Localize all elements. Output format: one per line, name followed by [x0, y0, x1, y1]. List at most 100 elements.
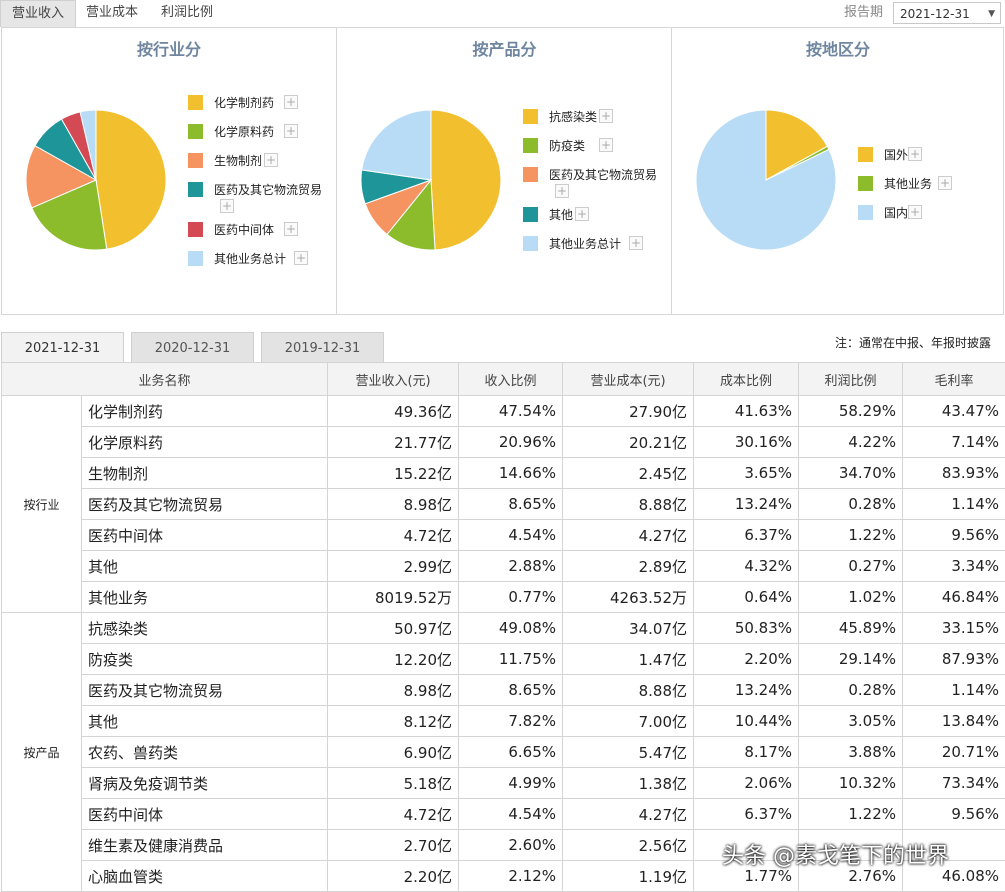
- expand-plus-icon[interactable]: +: [599, 138, 613, 152]
- header-revenue-ratio: 收入比例: [459, 363, 563, 396]
- value-cell: 10.44%: [694, 706, 799, 737]
- pie-slice-1[interactable]: [431, 110, 501, 250]
- legend-swatch: [188, 124, 203, 139]
- legend-label: 防疫类: [549, 137, 585, 154]
- business-name-cell: 农药、兽药类: [82, 737, 328, 768]
- legend-swatch: [188, 95, 203, 110]
- tab-cost[interactable]: 营业成本: [76, 0, 148, 26]
- value-cell: 14.66%: [459, 458, 563, 489]
- expand-plus-icon[interactable]: +: [264, 153, 278, 167]
- value-cell: 20.71%: [903, 737, 1005, 768]
- report-period-select[interactable]: 2021-12-31 ▼: [893, 2, 1001, 24]
- expand-plus-icon[interactable]: +: [284, 222, 298, 236]
- value-cell: 6.65%: [459, 737, 563, 768]
- legend-swatch: [523, 167, 538, 182]
- value-cell: 7.00亿: [563, 706, 694, 737]
- value-cell: 8019.52万: [328, 582, 459, 613]
- value-cell: 87.93%: [903, 644, 1005, 675]
- tab-revenue[interactable]: 营业收入: [0, 0, 76, 27]
- value-cell: 12.20亿: [328, 644, 459, 675]
- value-cell: 20.96%: [459, 427, 563, 458]
- value-cell: 8.98亿: [328, 675, 459, 706]
- value-cell: 8.17%: [694, 737, 799, 768]
- legend-label: 医药中间体: [214, 221, 274, 238]
- value-cell: 1.38亿: [563, 768, 694, 799]
- value-cell: 2.45亿: [563, 458, 694, 489]
- value-cell: 27.90亿: [563, 396, 694, 427]
- value-cell: 20.21亿: [563, 427, 694, 458]
- legend-label: 化学制剂药: [214, 94, 274, 111]
- value-cell: 3.34%: [903, 551, 1005, 582]
- value-cell: 1.02%: [799, 582, 903, 613]
- pie-slice-1[interactable]: [96, 110, 166, 249]
- value-cell: 21.77亿: [328, 427, 459, 458]
- value-cell: 8.12亿: [328, 706, 459, 737]
- value-cell: 6.37%: [694, 520, 799, 551]
- legend-label: 抗感染类: [549, 108, 597, 125]
- panel-title-industry: 按行业分: [2, 36, 336, 60]
- value-cell: 50.83%: [694, 613, 799, 644]
- expand-plus-icon[interactable]: +: [908, 147, 922, 161]
- value-cell: 49.36亿: [328, 396, 459, 427]
- value-cell: 4.99%: [459, 768, 563, 799]
- panel-by-product: 按产品分 抗感染类+防疫类+医药及其它物流贸易+其他+其他业务总计+: [336, 28, 672, 314]
- value-cell: 4.54%: [459, 799, 563, 830]
- business-name-cell: 肾病及免疫调节类: [82, 768, 328, 799]
- legend-label: 国内: [884, 204, 908, 221]
- business-name-cell: 医药中间体: [82, 520, 328, 551]
- value-cell: 45.89%: [799, 613, 903, 644]
- value-cell: 8.65%: [459, 489, 563, 520]
- value-cell: 0.77%: [459, 582, 563, 613]
- value-cell: 0.64%: [694, 582, 799, 613]
- table-header-row: 业务名称 营业收入(元) 收入比例 营业成本(元) 成本比例 利润比例 毛利率: [2, 363, 1005, 396]
- expand-plus-icon[interactable]: +: [575, 207, 589, 221]
- value-cell: 0.28%: [799, 489, 903, 520]
- watermark: 头条 @素戈笔下的世界: [722, 838, 949, 870]
- year-tab-2019[interactable]: 2019-12-31: [261, 332, 384, 362]
- expand-plus-icon[interactable]: +: [908, 205, 922, 219]
- legend-swatch: [858, 176, 873, 191]
- legend-swatch: [523, 207, 538, 222]
- expand-plus-icon[interactable]: +: [629, 236, 643, 250]
- expand-plus-icon[interactable]: +: [284, 95, 298, 109]
- expand-plus-icon[interactable]: +: [938, 176, 952, 190]
- value-cell: 4.32%: [694, 551, 799, 582]
- value-cell: 41.63%: [694, 396, 799, 427]
- value-cell: 2.70亿: [328, 830, 459, 861]
- region-pie-chart: [694, 108, 838, 252]
- industry-pie-chart: [24, 108, 168, 252]
- header-profit-ratio: 利润比例: [799, 363, 903, 396]
- year-tab-2020[interactable]: 2020-12-31: [131, 332, 254, 362]
- value-cell: 50.97亿: [328, 613, 459, 644]
- value-cell: 2.06%: [694, 768, 799, 799]
- expand-plus-icon[interactable]: +: [599, 109, 613, 123]
- year-tab-2021[interactable]: 2021-12-31: [1, 332, 124, 362]
- expand-plus-icon[interactable]: +: [220, 199, 234, 213]
- tab-profit-ratio[interactable]: 利润比例: [150, 0, 224, 26]
- expand-plus-icon[interactable]: +: [555, 184, 569, 198]
- header-gross-margin: 毛利率: [903, 363, 1005, 396]
- value-cell: 13.84%: [903, 706, 1005, 737]
- pie-slice-5[interactable]: [362, 110, 431, 180]
- value-cell: 6.37%: [694, 799, 799, 830]
- expand-plus-icon[interactable]: +: [284, 124, 298, 138]
- value-cell: 1.19亿: [563, 861, 694, 892]
- value-cell: 0.27%: [799, 551, 903, 582]
- value-cell: 8.88亿: [563, 675, 694, 706]
- value-cell: 29.14%: [799, 644, 903, 675]
- legend-swatch: [523, 138, 538, 153]
- expand-plus-icon[interactable]: +: [294, 251, 308, 265]
- legend-label: 医药及其它物流贸易: [549, 166, 657, 183]
- value-cell: 2.88%: [459, 551, 563, 582]
- legend-label: 其他业务总计: [214, 250, 286, 267]
- value-cell: 1.22%: [799, 520, 903, 551]
- value-cell: 46.84%: [903, 582, 1005, 613]
